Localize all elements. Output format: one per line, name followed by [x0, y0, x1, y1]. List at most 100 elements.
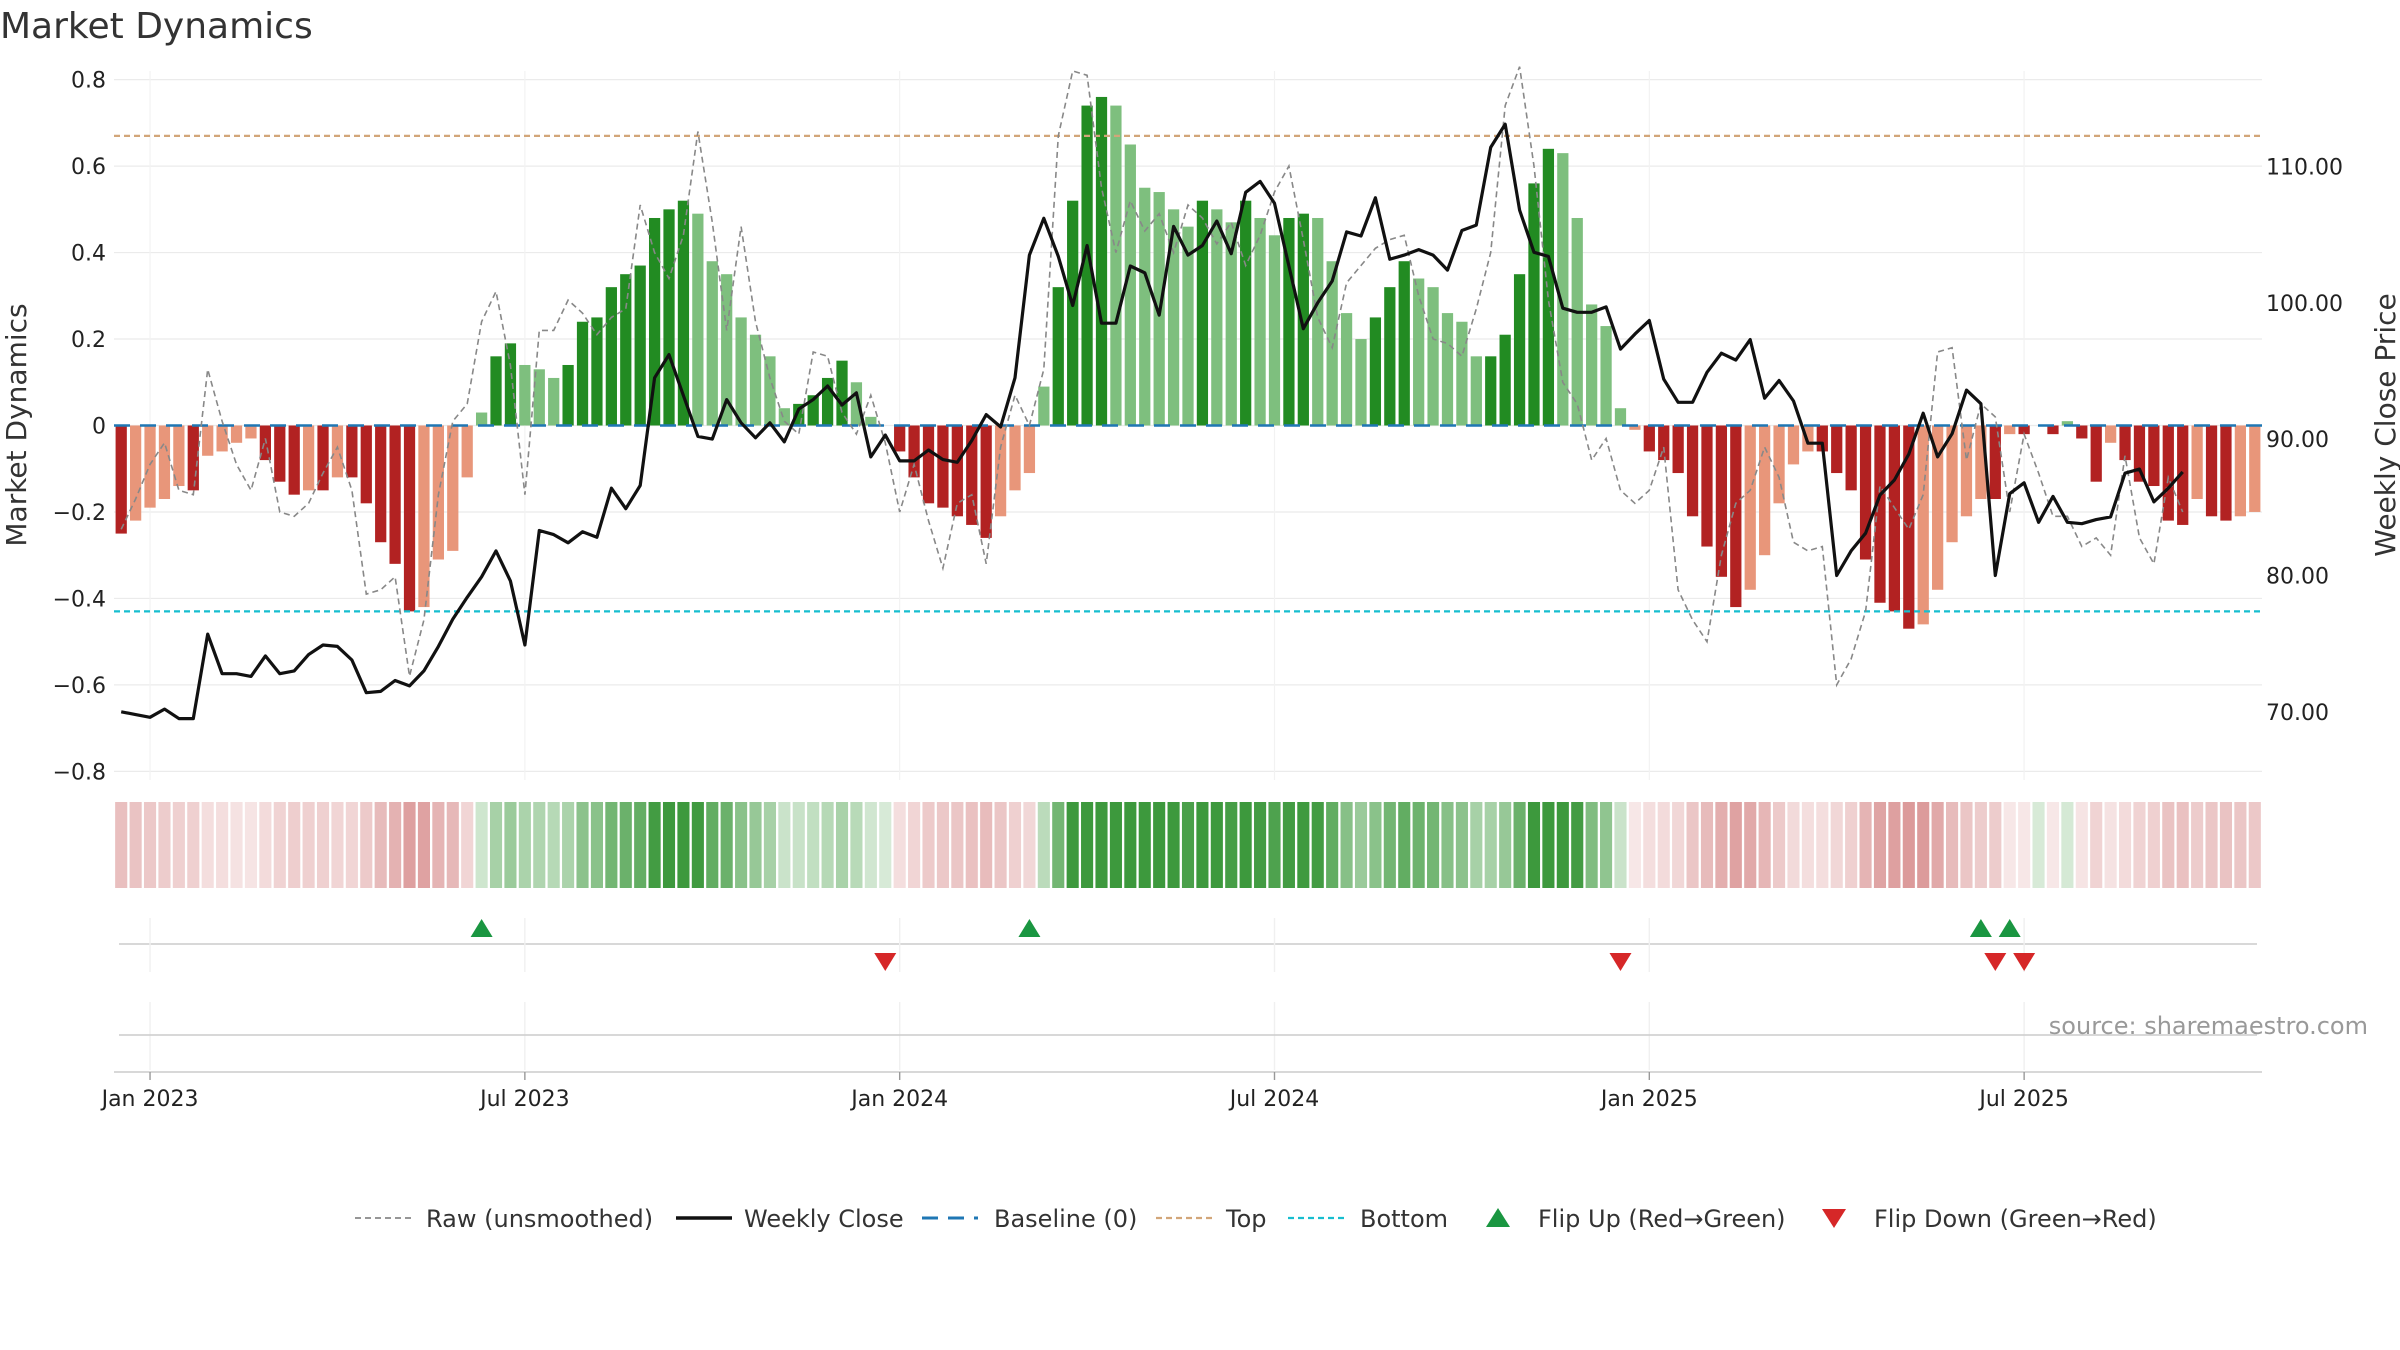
- bar: [894, 425, 906, 452]
- regime-cell: [936, 802, 949, 888]
- bar: [1095, 96, 1108, 426]
- bar: [1427, 287, 1439, 426]
- bar: [1845, 425, 1857, 491]
- regime-cell: [879, 802, 892, 888]
- y-tick-label: 0.6: [71, 155, 106, 180]
- regime-cell: [893, 802, 906, 888]
- bar: [1009, 425, 1021, 491]
- bar: [288, 425, 300, 495]
- bar: [389, 425, 401, 564]
- y-tick-label: −0.8: [53, 760, 106, 785]
- bar: [1686, 425, 1699, 517]
- y2-tick-label: 100.00: [2266, 292, 2343, 317]
- regime-cell: [908, 802, 921, 888]
- regime-cell: [1455, 802, 1468, 888]
- bar: [865, 416, 877, 426]
- y-tick-label: −0.2: [53, 501, 106, 526]
- regime-cell: [158, 802, 171, 888]
- bar: [1816, 425, 1828, 452]
- bar: [1081, 105, 1093, 426]
- y2-tick-label: 70.00: [2266, 701, 2329, 726]
- bar: [1240, 200, 1252, 426]
- bar: [850, 382, 863, 426]
- bar: [2119, 425, 2131, 461]
- bar: [533, 369, 545, 426]
- bar: [1701, 425, 1713, 547]
- bar: [216, 425, 228, 452]
- regime-cell: [1008, 802, 1022, 888]
- bar: [2061, 421, 2074, 426]
- regime-cell: [1931, 802, 1944, 888]
- regime-cell: [1095, 802, 1108, 888]
- regime-cell: [1556, 802, 1569, 888]
- empty-panel: [114, 1002, 2262, 1073]
- bar: [1499, 334, 1511, 426]
- bar: [1831, 425, 1843, 474]
- bar: [562, 364, 574, 426]
- bar: [1441, 313, 1454, 426]
- y2-axis-label: Weekly Close Price: [2369, 293, 2400, 556]
- bars-layer: [115, 96, 2261, 629]
- x-tick-label: Jul 2025: [1977, 1087, 2069, 1112]
- y-tick-label: −0.4: [53, 587, 106, 612]
- flip-markers-panel: [119, 918, 2257, 972]
- bar: [692, 213, 704, 426]
- bar: [1960, 425, 1973, 517]
- regime-cell: [735, 802, 748, 888]
- regime-cell: [1124, 802, 1137, 888]
- bar: [346, 425, 358, 478]
- bar: [230, 425, 243, 443]
- bar: [2234, 425, 2246, 517]
- regime-cell: [1499, 802, 1512, 888]
- weekly-close-line: [120, 122, 2184, 721]
- regime-cell: [2162, 802, 2175, 888]
- regime-cell: [2205, 802, 2218, 888]
- bar: [1340, 313, 1353, 426]
- bar: [2249, 425, 2261, 512]
- bar: [1312, 217, 1324, 426]
- bar: [1571, 217, 1583, 426]
- bar: [591, 317, 603, 426]
- regime-cell: [677, 802, 690, 888]
- legend-flip-down-swatch: [1822, 1209, 1846, 1228]
- regime-cell: [2032, 802, 2045, 888]
- regime-cell: [172, 802, 185, 888]
- regime-cell: [1989, 802, 2002, 888]
- regime-cell: [1600, 802, 1613, 888]
- regime-cell: [2118, 802, 2132, 888]
- regime-cell: [2003, 802, 2016, 888]
- regime-cell: [1888, 802, 1901, 888]
- regime-cell: [1686, 802, 1699, 888]
- regime-cell: [273, 802, 286, 888]
- regime-cell: [489, 802, 503, 888]
- x-tick-label: Jan 2024: [849, 1087, 948, 1112]
- chart-title: Market Dynamics: [0, 6, 313, 47]
- bar: [821, 377, 834, 426]
- regime-cell: [2090, 802, 2103, 888]
- bar: [1167, 209, 1180, 426]
- bar: [1989, 425, 2001, 499]
- bar: [1182, 226, 1194, 426]
- regime-cell: [518, 802, 531, 888]
- bar: [1470, 356, 1482, 426]
- bar: [115, 425, 127, 534]
- bar: [144, 425, 156, 508]
- regime-cell: [2133, 802, 2146, 888]
- regime-cell: [1801, 802, 1814, 888]
- bar: [1600, 326, 1612, 426]
- bar: [721, 274, 733, 426]
- bar: [1052, 287, 1064, 426]
- bar: [1124, 144, 1136, 426]
- regime-cell: [1845, 802, 1858, 888]
- regime-cell: [576, 802, 589, 888]
- bar: [2205, 425, 2218, 517]
- regime-cell: [1773, 802, 1786, 888]
- bar: [922, 425, 935, 504]
- bar: [1038, 386, 1050, 426]
- regime-cell: [1974, 802, 1987, 888]
- y-tick-label: 0.8: [71, 69, 106, 94]
- regime-cell: [461, 802, 474, 888]
- bar: [1225, 222, 1237, 426]
- bar: [130, 425, 142, 521]
- regime-cell: [1167, 802, 1180, 888]
